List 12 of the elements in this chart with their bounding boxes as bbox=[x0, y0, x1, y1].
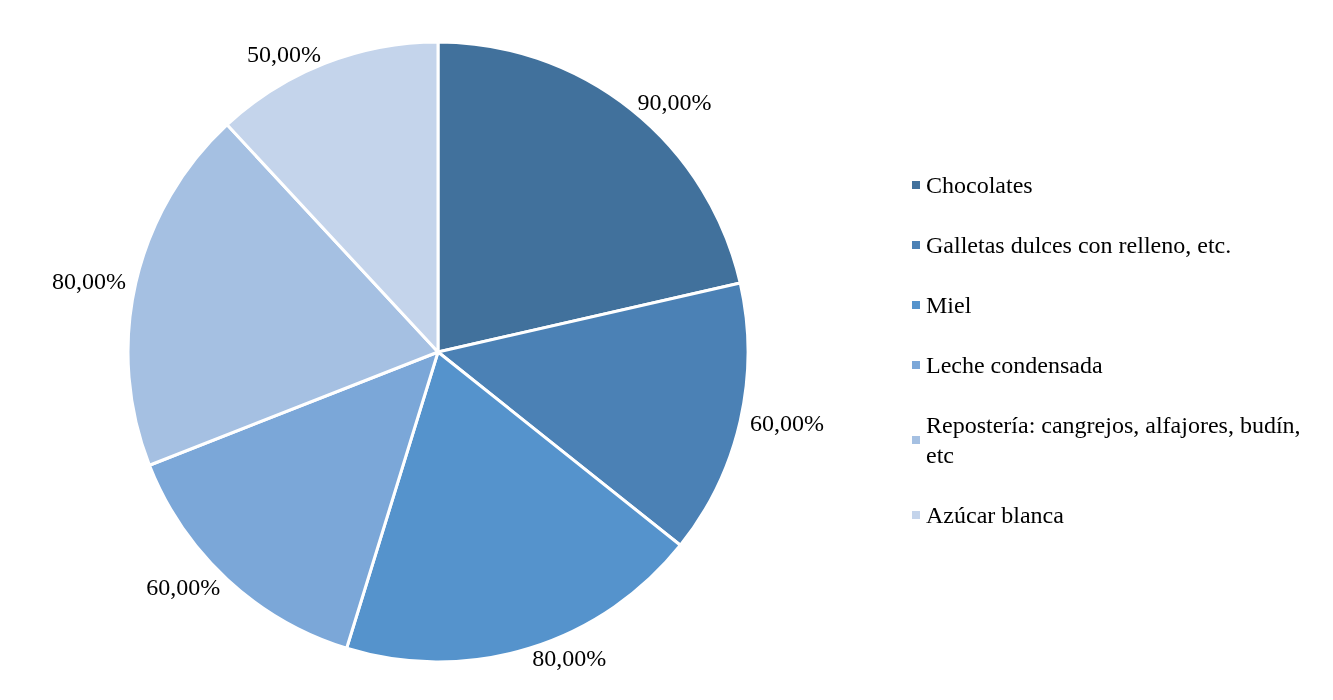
data-label: 60,00% bbox=[146, 573, 221, 600]
data-label: 60,00% bbox=[749, 410, 824, 437]
legend-label: Repostería: cangrejos, alfajores, budín,etc bbox=[926, 412, 1301, 468]
data-label: 80,00% bbox=[52, 267, 127, 294]
legend-label: Galletas dulces con relleno, etc. bbox=[926, 232, 1232, 258]
legend-label: Chocolates bbox=[926, 172, 1033, 198]
data-label: 80,00% bbox=[532, 644, 607, 671]
data-label: 50,00% bbox=[247, 41, 322, 68]
legend-label: Azúcar blanca bbox=[926, 502, 1065, 528]
legend-label: Leche condensada bbox=[926, 352, 1103, 378]
data-label: 90,00% bbox=[637, 88, 712, 115]
legend-label: Miel bbox=[926, 292, 972, 318]
